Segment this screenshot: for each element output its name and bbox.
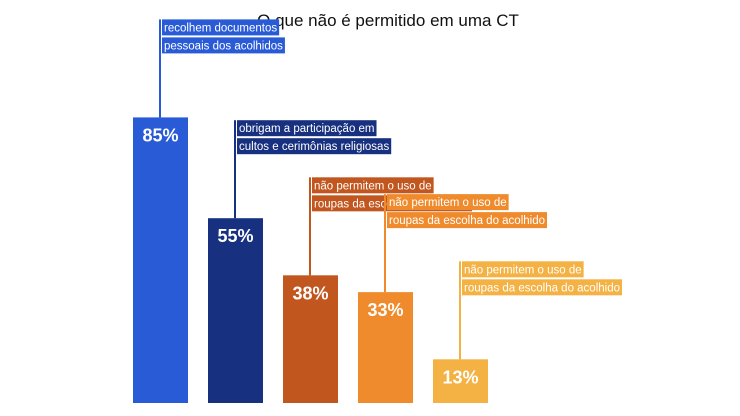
annotation-2: obrigam a participação em cultos e cerimô… — [234, 120, 392, 219]
annotation-5: não permitem o uso de roupas da escolha d… — [459, 261, 623, 360]
annotation-bg-1-2 — [162, 37, 285, 54]
bar-3 — [283, 275, 338, 403]
annotation-bg-5-2 — [462, 279, 623, 296]
bar-1 — [133, 117, 188, 404]
annotation-5-line-2: roupas da escolha do acolhido — [464, 282, 620, 294]
bar-value-label-4: 33% — [367, 300, 403, 320]
annotation-1-line-2: pessoais dos acolhidos — [164, 40, 283, 52]
bar-4 — [358, 292, 413, 403]
bar-5 — [433, 359, 488, 403]
annotation-3-line-1: não permitem o uso de — [314, 180, 432, 192]
bar-value-label-5: 13% — [442, 367, 478, 387]
annotation-4: não permitem o uso de roupas da escolha d… — [384, 194, 548, 293]
bar-value-label-2: 55% — [217, 226, 253, 246]
bars-group: 85% recolhem documentos pessoais dos acolh… — [133, 19, 623, 404]
annotation-4-line-2: roupas da escolha do acolhido — [389, 215, 545, 227]
bar-value-label-1: 85% — [142, 125, 178, 145]
chart-title: O que não é permitido em uma CT — [257, 11, 519, 30]
annotation-bg-2-2 — [237, 138, 392, 155]
annotation-bg-2-1 — [237, 120, 377, 137]
annotation-2-line-1: obrigam a participação em — [239, 123, 375, 135]
annotation-bg-4-2 — [387, 212, 548, 229]
annotation-bg-1-1 — [162, 19, 280, 36]
annotation-4-line-1: não permitem o uso de — [389, 197, 507, 209]
annotation-5-line-1: não permitem o uso de — [464, 264, 582, 276]
annotation-2-line-2: cultos e cerimônias religiosas — [239, 141, 389, 153]
annotation-bg-3-1 — [312, 177, 434, 194]
annotation-bg-5-1 — [462, 261, 584, 278]
bar-value-label-3: 38% — [292, 283, 328, 303]
annotation-1: recolhem documentos pessoais dos acolhido… — [159, 19, 285, 118]
annotation-1-line-1: recolhem documentos — [164, 22, 277, 34]
bar-2 — [208, 218, 263, 403]
annotation-bg-4-1 — [387, 194, 509, 211]
